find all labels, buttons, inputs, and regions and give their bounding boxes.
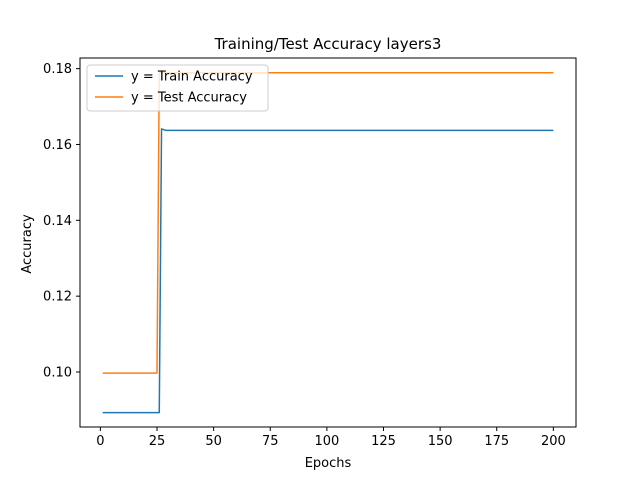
legend-label-0: y = Train Accuracy bbox=[131, 70, 253, 85]
x-axis-label: Epochs bbox=[305, 456, 352, 471]
legend-box bbox=[86, 64, 269, 112]
y-axis-label: Accuracy bbox=[20, 214, 35, 274]
x-axis-ticks: 0 25 50 75 100 125 150 175 200 bbox=[96, 427, 566, 449]
series-line-0 bbox=[102, 128, 554, 414]
legend: y = Train Accuracy y = Test Accuracy bbox=[86, 64, 269, 112]
x-tick-label: 0 bbox=[96, 434, 104, 449]
y-tick-label: 0.12 bbox=[43, 290, 72, 305]
x-tick-label: 75 bbox=[262, 434, 279, 449]
y-tick-label: 0.18 bbox=[43, 62, 72, 77]
plot-lines bbox=[102, 72, 554, 414]
x-tick-label: 50 bbox=[205, 434, 222, 449]
legend-label-1: y = Test Accuracy bbox=[131, 91, 247, 106]
x-tick-label: 150 bbox=[428, 434, 453, 449]
y-tick-label: 0.14 bbox=[43, 214, 72, 229]
x-tick-label: 125 bbox=[371, 434, 396, 449]
x-tick-label: 25 bbox=[149, 434, 166, 449]
y-tick-label: 0.16 bbox=[43, 138, 72, 153]
y-tick-label: 0.10 bbox=[43, 366, 72, 381]
series-line-1 bbox=[102, 72, 554, 374]
x-tick-label: 175 bbox=[484, 434, 509, 449]
chart-title: Training/Test Accuracy layers3 bbox=[214, 35, 442, 53]
plot-frame bbox=[79, 57, 577, 428]
x-tick-label: 100 bbox=[314, 434, 339, 449]
x-tick-label: 200 bbox=[541, 434, 566, 449]
y-axis-ticks: 0.10 0.12 0.14 0.16 0.18 bbox=[43, 62, 80, 381]
